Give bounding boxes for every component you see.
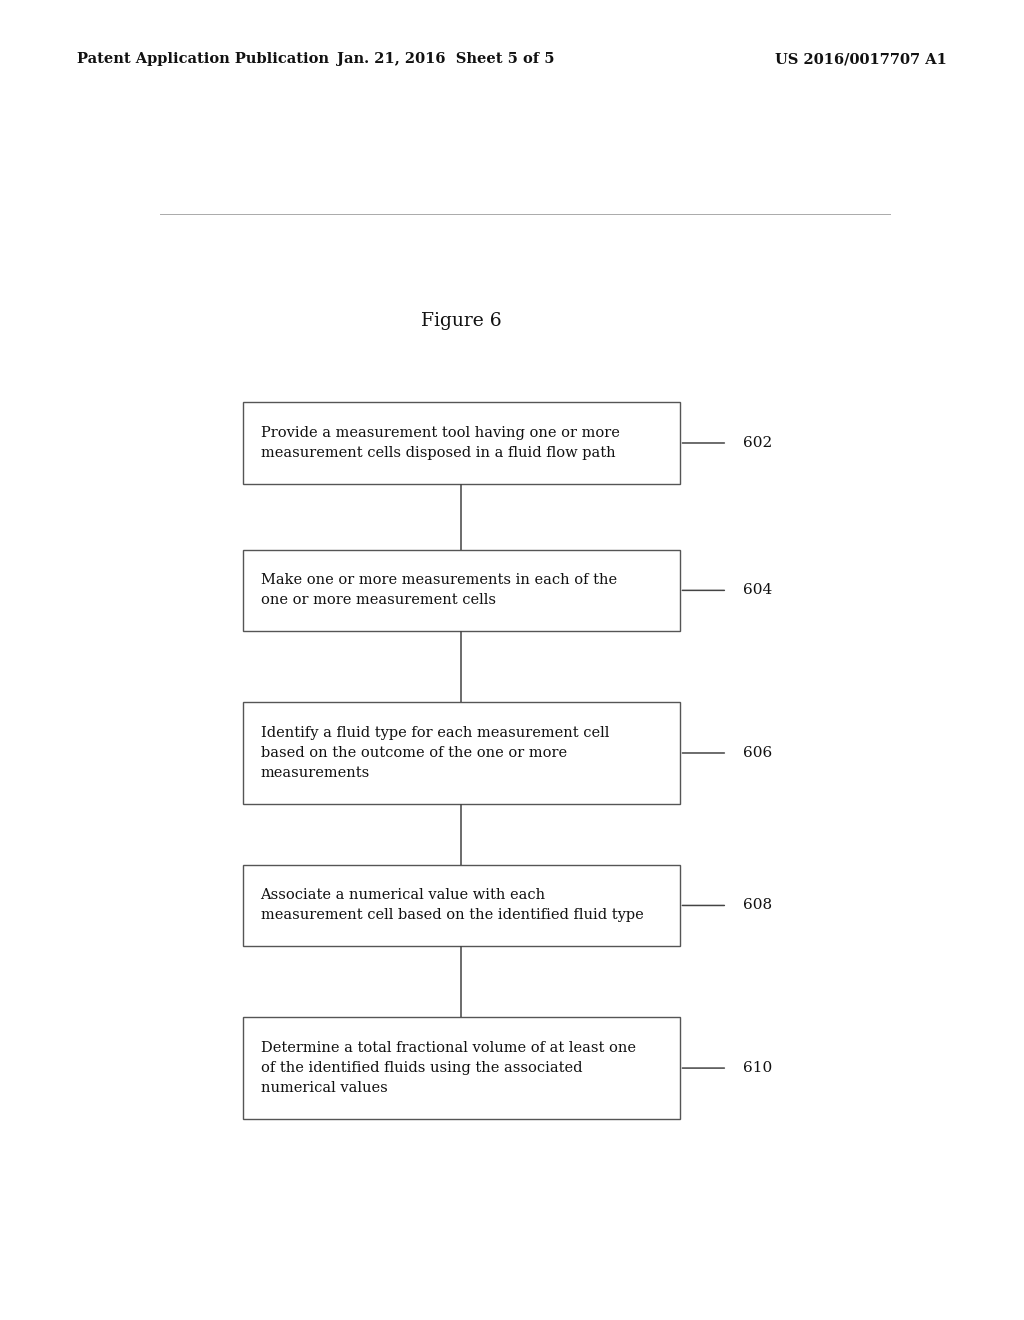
Text: 608: 608 [743,899,772,912]
Text: US 2016/0017707 A1: US 2016/0017707 A1 [775,53,947,66]
Text: Make one or more measurements in each of the
one or more measurement cells: Make one or more measurements in each of… [260,573,616,607]
Text: Figure 6: Figure 6 [421,312,502,330]
Bar [243,549,680,631]
Text: Identify a fluid type for each measurement cell
based on the outcome of the one : Identify a fluid type for each measureme… [260,726,609,780]
Text: Patent Application Publication: Patent Application Publication [77,53,329,66]
Text: 604: 604 [743,583,772,598]
Bar [243,702,680,804]
Text: Provide a measurement tool having one or more
measurement cells disposed in a fl: Provide a measurement tool having one or… [260,426,620,459]
Text: 610: 610 [743,1061,772,1074]
Text: Associate a numerical value with each
measurement cell based on the identified f: Associate a numerical value with each me… [260,888,643,923]
Text: Determine a total fractional volume of at least one
of the identified fluids usi: Determine a total fractional volume of a… [260,1041,636,1096]
Text: 606: 606 [743,746,772,760]
Bar [243,865,680,946]
Bar [243,1018,680,1119]
Text: 602: 602 [743,436,772,450]
Bar [243,403,680,483]
Text: Jan. 21, 2016  Sheet 5 of 5: Jan. 21, 2016 Sheet 5 of 5 [337,53,554,66]
